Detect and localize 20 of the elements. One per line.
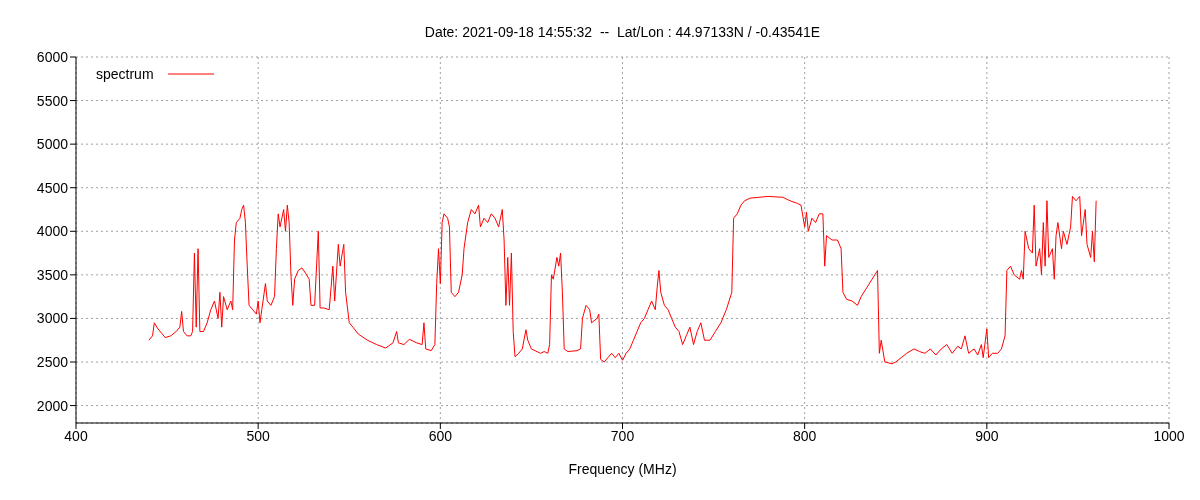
y-tick-label: 6000 (36, 48, 69, 65)
x-tick-label: 900 (975, 427, 999, 444)
x-tick-label: 700 (610, 427, 635, 444)
y-tick-label: 2500 (36, 353, 69, 370)
y-tick-label: 5000 (36, 136, 69, 153)
x-tick-label: 1000 (1153, 427, 1185, 444)
y-tick-label: 4000 (36, 223, 69, 240)
x-axis-title: Frequency (MHz) (568, 461, 677, 477)
legend-label: spectrum (96, 66, 154, 82)
chart-title: Date: 2021-09-18 14:55:32 -- Lat/Lon : 44.97133N / -0.43541E (423, 24, 822, 40)
y-tick-label: 3000 (36, 310, 69, 327)
x-tick-label: 800 (792, 427, 817, 444)
x-tick-label: 400 (64, 427, 88, 444)
x-tick-label: 600 (428, 427, 453, 444)
x-tick-label: 500 (246, 427, 271, 444)
y-tick-label: 2000 (36, 397, 69, 414)
y-tick-label: 4500 (36, 179, 69, 196)
line-series (148, 195, 1097, 365)
y-tick-label: 3500 (36, 266, 69, 283)
y-tick-label: 5500 (36, 92, 69, 109)
